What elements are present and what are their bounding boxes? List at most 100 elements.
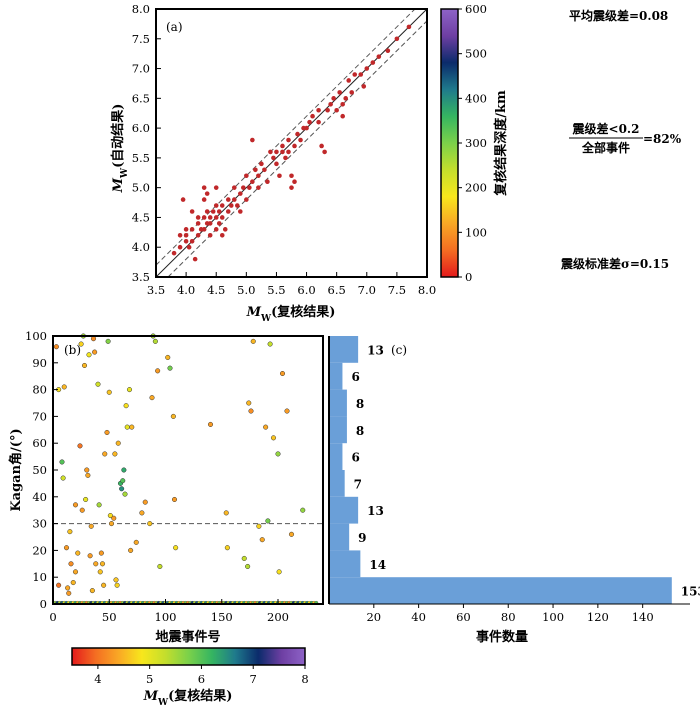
panel-c-xtick-label: 140	[632, 610, 654, 624]
panel-a-point	[189, 238, 195, 244]
panel-a-point	[262, 167, 267, 173]
panel-c-bar	[329, 523, 350, 551]
panel-b-label: (b)	[64, 343, 81, 357]
panel-b-point	[79, 507, 85, 513]
panel-a-point	[328, 101, 333, 107]
panel-b-point	[267, 341, 273, 347]
stat-ratio-numerator: 震级差<0.2	[573, 121, 640, 136]
panel-b-xtick-label: 150	[211, 610, 233, 624]
panel-a-point	[186, 244, 192, 250]
panel-c-bar	[329, 470, 345, 497]
panel-a-point	[219, 233, 225, 238]
mw-colorbar-tick-label: 5	[146, 672, 153, 686]
panel-b-point	[122, 491, 128, 497]
panel-a-point	[331, 96, 336, 101]
panel-c-bar-label: 8	[356, 397, 364, 411]
panel-b-point	[75, 550, 81, 556]
stat-mean-diff: 平均震级差=0.08	[569, 8, 668, 23]
panel-a-point	[250, 137, 255, 143]
panel-a-point	[171, 250, 177, 256]
panel-a-point	[325, 107, 330, 113]
panel-c-bar-label: 9	[358, 531, 366, 545]
panel-a-point	[195, 215, 201, 220]
depth-colorbar: 0 100 200 300 400 500 600 复核结果深度/km	[440, 2, 509, 284]
panel-b-point	[53, 344, 59, 350]
panel-a-point	[358, 72, 364, 77]
panel-c-bar-label: 7	[354, 477, 362, 491]
panel-c-bar	[329, 362, 343, 390]
panel-b-ytick-label: 10	[32, 570, 47, 584]
panel-b-point	[284, 408, 290, 414]
panel-b-point	[77, 443, 83, 449]
panel-b-point	[119, 486, 125, 492]
panel-b-point	[87, 553, 93, 559]
panel-b-point	[157, 563, 163, 570]
panel-a-point	[280, 149, 285, 155]
panel-b-point	[70, 580, 76, 586]
panel-a-point	[346, 78, 352, 83]
panel-b-point	[120, 478, 126, 484]
panel-a-point	[228, 203, 234, 208]
panel-a-point	[376, 54, 382, 59]
panel-a-ylabel: MW(自动结果)	[110, 104, 130, 194]
mw-colorbar-tick-label: 8	[301, 672, 308, 686]
panel-b-ylabel: Kagan角/(°)	[8, 428, 24, 511]
panel-c-bar-label: 13	[367, 504, 384, 518]
depth-colorbar-tick-label: 200	[465, 181, 487, 195]
panel-b-point	[67, 529, 73, 535]
panel-a-point	[219, 203, 225, 208]
panel-b-ytick-label: 60	[32, 436, 47, 450]
panel-a-point	[322, 149, 327, 155]
panel-c-bar-label: 6	[351, 370, 359, 384]
panel-b-ytick-label: 80	[32, 383, 47, 397]
panel-a-offset-line	[155, 8, 416, 266]
panel-a-ytick-label: 5.0	[132, 181, 150, 195]
panel-c-bar	[329, 577, 672, 604]
panel-b-point	[63, 545, 70, 551]
panel-a-xtick-label: 7.0	[358, 283, 376, 297]
panel-a-point	[213, 215, 219, 220]
panel-c-bar	[329, 416, 347, 444]
panel-b-point	[256, 523, 262, 529]
panel-b-xlabel: 地震事件号	[155, 629, 220, 645]
panel-b-ytick-label: 30	[32, 517, 47, 531]
panel-a-xtick-label: 5.5	[267, 283, 285, 297]
panel-b-xtick-label: 200	[267, 610, 289, 624]
panel-a-point	[235, 203, 240, 208]
panel-a-point	[265, 179, 270, 185]
panel-a-xtick-label: 8.0	[418, 283, 436, 297]
panel-c-bar-label: 8	[356, 424, 364, 438]
panel-b-point	[84, 467, 90, 473]
panel-b-point	[250, 338, 256, 344]
panel-a-point	[292, 179, 297, 185]
panel-a-point	[310, 113, 315, 119]
panel-a-point	[283, 155, 288, 161]
panel-b-point	[207, 421, 214, 427]
panel-a-point	[201, 215, 207, 220]
panel-b-point	[112, 451, 118, 457]
panel-a-identity-line	[155, 8, 428, 278]
panel-b-xtick-label: 50	[102, 610, 117, 624]
panel-a-point	[183, 227, 189, 232]
panel-a-xtick-label: 6.0	[297, 283, 315, 297]
panel-c-bar-label: 13	[367, 343, 384, 357]
panel-a-point	[207, 215, 213, 220]
panel-b-ytick-label: 90	[32, 356, 47, 370]
panel-c-bar-label: 14	[369, 558, 386, 572]
panel-a-point	[253, 167, 258, 173]
panel-b-point	[114, 582, 120, 588]
depth-colorbar-tick-label: 0	[465, 270, 472, 284]
panel-a-point	[286, 137, 291, 143]
panel-a-point	[274, 149, 279, 155]
panel-a-point	[268, 149, 273, 155]
panel-a-xtick-label: 3.5	[147, 283, 165, 297]
panel-a-point	[256, 185, 261, 190]
panel-b-point	[90, 336, 97, 342]
panel-b-point	[133, 539, 139, 545]
panel-a-ytick-label: 4.5	[132, 210, 150, 224]
panel-a-xlabel: MW(复核结果)	[246, 304, 336, 324]
panel-b-ytick-label: 100	[25, 329, 47, 343]
panel-c-xtick-label: 120	[587, 610, 609, 624]
panel-a-point	[238, 191, 243, 196]
panel-a-point	[195, 233, 201, 238]
